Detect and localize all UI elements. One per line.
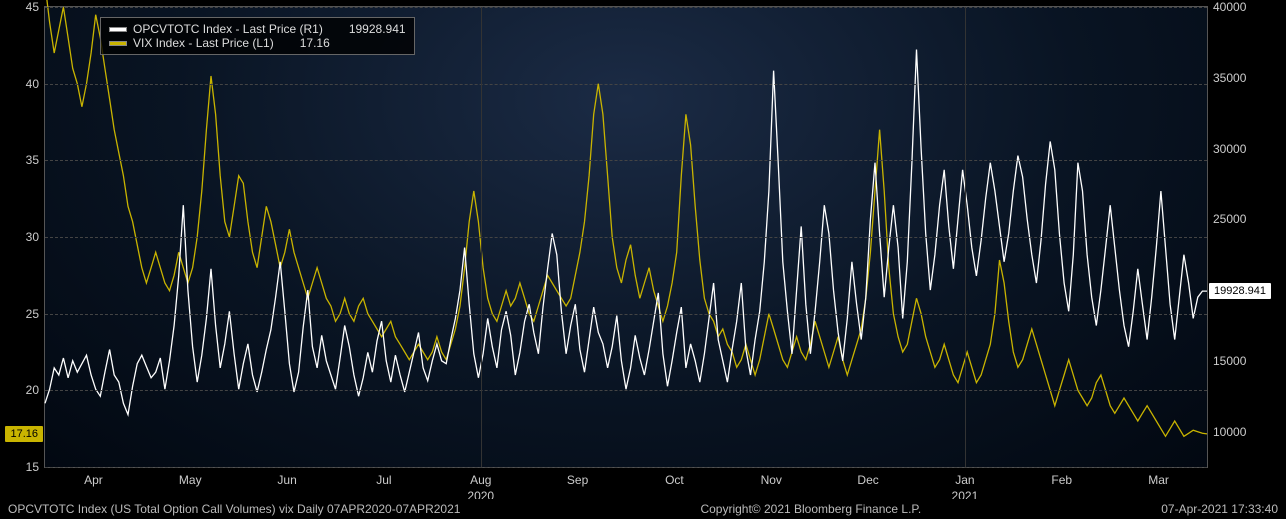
y-right-tick: 15000 bbox=[1207, 354, 1246, 368]
year-divider bbox=[965, 7, 966, 467]
gridline bbox=[45, 237, 1207, 238]
x-year-label: 2020 bbox=[467, 467, 494, 503]
plot-area: OPCVTOTC Index - Last Price (R1) 19928.94… bbox=[44, 6, 1208, 468]
y-left-tick: 45 bbox=[26, 0, 45, 14]
x-tick: Sep bbox=[567, 467, 588, 487]
y-left-tick: 25 bbox=[26, 307, 45, 321]
footer-bar: OPCVTOTC Index (US Total Option Call Vol… bbox=[0, 499, 1286, 519]
legend-row: OPCVTOTC Index - Last Price (R1) 19928.94… bbox=[109, 22, 406, 36]
x-tick: Nov bbox=[761, 467, 782, 487]
y-left-tick: 20 bbox=[26, 383, 45, 397]
x-tick: Jun bbox=[277, 467, 296, 487]
legend-swatch bbox=[109, 41, 127, 46]
x-tick: Oct bbox=[665, 467, 684, 487]
footer-left: OPCVTOTC Index (US Total Option Call Vol… bbox=[8, 502, 460, 516]
x-tick: Mar bbox=[1148, 467, 1169, 487]
legend-label: VIX Index - Last Price (L1) bbox=[133, 36, 274, 50]
value-tag-left: 17.16 bbox=[5, 426, 43, 442]
series-vix bbox=[45, 0, 1207, 436]
y-left-tick: 15 bbox=[26, 460, 45, 474]
legend-value: 17.16 bbox=[300, 36, 330, 50]
y-left-tick: 35 bbox=[26, 153, 45, 167]
gridline bbox=[45, 84, 1207, 85]
legend-label: OPCVTOTC Index - Last Price (R1) bbox=[133, 22, 323, 36]
footer-right: 07-Apr-2021 17:33:40 bbox=[1161, 502, 1278, 516]
x-year-label: 2021 bbox=[952, 467, 979, 503]
legend-swatch bbox=[109, 27, 127, 32]
gridline bbox=[45, 7, 1207, 8]
x-tick: Jul bbox=[376, 467, 391, 487]
gridline bbox=[45, 390, 1207, 391]
footer-center: Copyright© 2021 Bloomberg Finance L.P. bbox=[700, 502, 921, 516]
y-right-tick: 25000 bbox=[1207, 212, 1246, 226]
gridline bbox=[45, 160, 1207, 161]
series-opcvtotc bbox=[45, 50, 1207, 415]
legend-row: VIX Index - Last Price (L1) 17.16 bbox=[109, 36, 406, 50]
x-tick: Apr bbox=[84, 467, 103, 487]
y-right-tick: 40000 bbox=[1207, 0, 1246, 14]
x-tick: Feb bbox=[1051, 467, 1072, 487]
year-divider bbox=[481, 7, 482, 467]
x-tick: May bbox=[179, 467, 202, 487]
y-right-tick: 10000 bbox=[1207, 425, 1246, 439]
y-left-tick: 30 bbox=[26, 230, 45, 244]
legend-value: 19928.941 bbox=[349, 22, 406, 36]
value-tag-right: 19928.941 bbox=[1209, 283, 1271, 299]
y-right-tick: 35000 bbox=[1207, 71, 1246, 85]
x-tick: Dec bbox=[857, 467, 878, 487]
gridline bbox=[45, 467, 1207, 468]
y-right-tick: 30000 bbox=[1207, 142, 1246, 156]
legend-box: OPCVTOTC Index - Last Price (R1) 19928.94… bbox=[100, 17, 415, 55]
chart-frame: OPCVTOTC Index - Last Price (R1) 19928.94… bbox=[0, 0, 1286, 519]
y-left-tick: 40 bbox=[26, 77, 45, 91]
gridline bbox=[45, 314, 1207, 315]
